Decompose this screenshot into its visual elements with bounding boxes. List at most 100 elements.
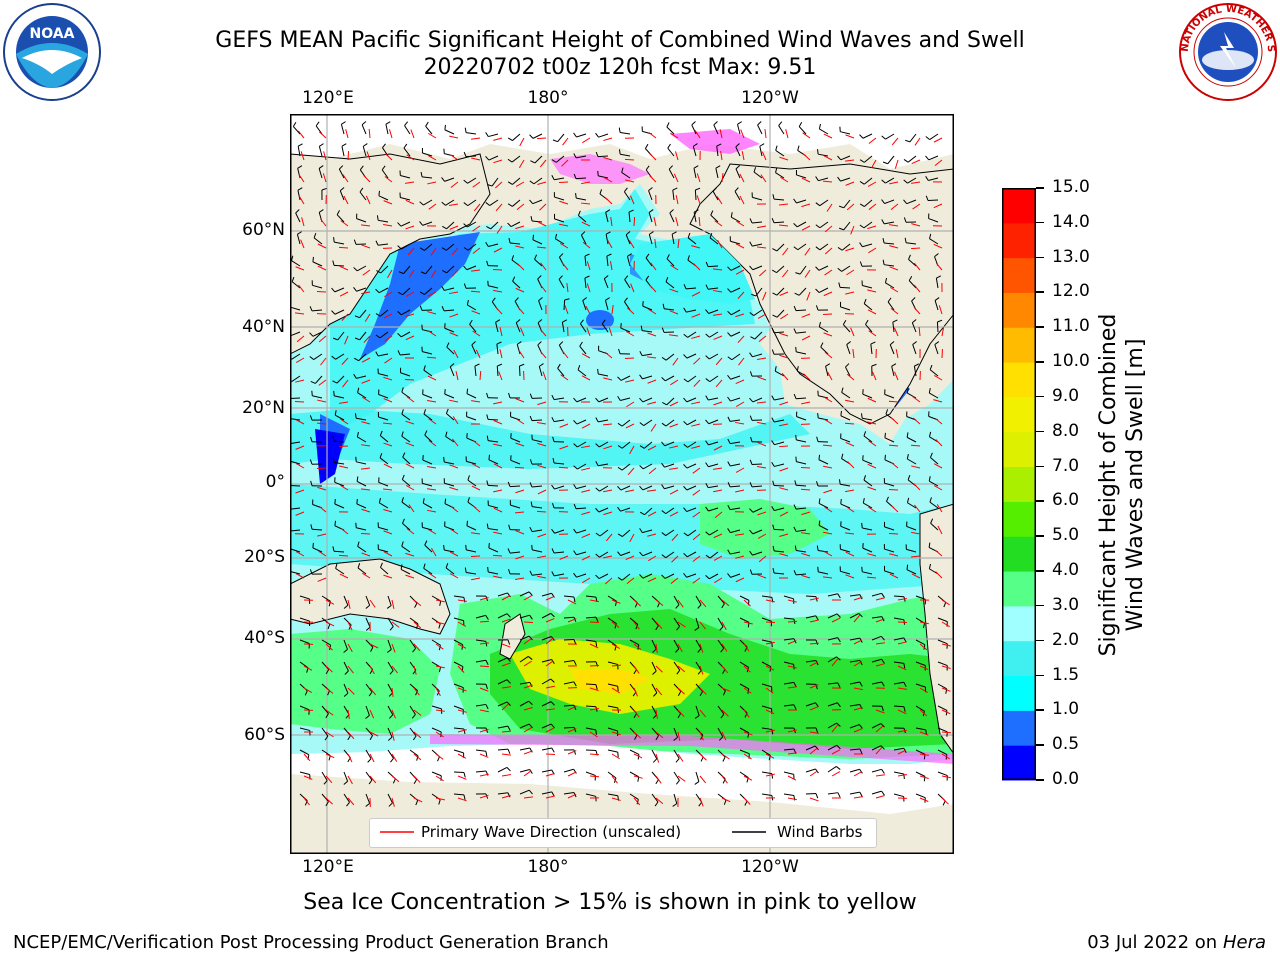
wind-barb-feather: [715, 165, 721, 169]
wind-barb-feather: [891, 363, 897, 367]
wind-barb: [563, 704, 575, 707]
wind-barb: [378, 195, 389, 201]
wind-barb-feather: [772, 314, 778, 318]
wave-direction-arrow: [581, 467, 591, 471]
wave-direction-arrow: [295, 357, 305, 364]
wind-barb: [519, 700, 530, 707]
wind-barb-feather: [551, 175, 555, 180]
wave-direction-arrow: [647, 401, 657, 405]
wind-barb-feather: [859, 748, 863, 754]
wind-barb: [321, 793, 329, 802]
wind-barb-feather: [881, 658, 885, 664]
wind-barb-feather: [817, 412, 819, 419]
wave-direction-arrow: [779, 467, 789, 472]
wind-barb-feather: [464, 127, 467, 133]
wind-barb-feather: [841, 453, 844, 459]
wave-direction-arrow: [919, 687, 929, 693]
wave-direction-arrow: [495, 203, 503, 212]
wave-direction-arrow: [611, 753, 620, 760]
wave-direction-arrow: [875, 725, 884, 733]
wind-barb: [929, 238, 939, 245]
wave-direction-arrow: [428, 132, 437, 139]
wind-barb-feather: [662, 401, 667, 406]
wave-direction-arrow: [626, 401, 635, 408]
wave-direction-arrow: [693, 357, 701, 365]
wind-barb: [554, 218, 565, 223]
wind-barb-feather: [928, 388, 931, 394]
wind-barb-feather: [881, 706, 884, 712]
wind-barb-feather: [595, 487, 600, 492]
wind-barb-feather: [718, 736, 724, 741]
wind-barb-feather: [904, 139, 911, 143]
wave-direction-arrow: [650, 262, 657, 271]
wind-barb-feather: [309, 569, 313, 575]
wave-direction-arrow: [586, 327, 591, 337]
wave-direction-arrow: [479, 665, 490, 668]
wave-direction-arrow: [342, 379, 349, 388]
wind-barb: [629, 771, 640, 778]
wind-barb-feather: [398, 271, 404, 275]
wave-direction-arrow: [809, 597, 819, 601]
wind-barb: [731, 216, 741, 223]
wave-direction-arrow: [757, 421, 767, 425]
wave-direction-arrow: [625, 379, 635, 383]
wind-barb-feather: [906, 432, 909, 438]
wave-direction-arrow: [845, 551, 855, 557]
wind-barb-feather: [796, 366, 799, 372]
wave-direction-arrow: [567, 793, 577, 799]
wind-barb-feather: [469, 319, 473, 325]
wind-barb-feather: [354, 413, 357, 419]
wind-barb-feather: [639, 350, 643, 356]
wave-direction-arrow: [457, 687, 467, 692]
wave-direction-arrow: [845, 134, 855, 139]
wind-barb: [761, 705, 772, 710]
wind-barb-feather: [559, 253, 564, 258]
wave-direction-arrow: [625, 423, 635, 429]
wave-direction-arrow: [756, 401, 767, 404]
wind-barb-feather: [506, 701, 511, 706]
wind-barb: [532, 239, 543, 245]
wind-barb-feather: [794, 292, 800, 296]
wind-barb: [849, 681, 860, 685]
wind-barb-feather: [644, 143, 649, 149]
wind-barb: [871, 745, 882, 751]
wind-barb: [607, 727, 618, 732]
wind-barb: [651, 617, 659, 627]
wind-barb-feather: [908, 276, 913, 281]
wave-direction-arrow: [918, 326, 921, 337]
wind-barb-feather: [424, 430, 428, 436]
wind-barb: [445, 567, 455, 575]
wind-barb-feather: [655, 625, 659, 631]
wind-barb-feather: [378, 497, 381, 504]
wind-barb: [709, 331, 719, 338]
wave-direction-arrow: [853, 614, 861, 623]
wave-direction-arrow: [471, 269, 481, 272]
wind-barb: [937, 705, 948, 711]
wave-direction-arrow: [605, 533, 613, 542]
wave-direction-arrow: [677, 239, 680, 249]
wave-direction-arrow: [868, 137, 877, 144]
wave-direction-arrow: [757, 376, 767, 381]
wind-barb: [651, 727, 659, 736]
wind-barb-feather: [441, 306, 445, 312]
wave-direction-arrow: [347, 775, 353, 785]
wave-direction-arrow: [894, 371, 899, 381]
wave-direction-arrow: [875, 795, 885, 799]
wind-barb: [752, 551, 763, 556]
wind-barb: [554, 177, 565, 181]
wind-barb-feather: [528, 789, 533, 795]
wind-barb: [739, 639, 748, 648]
wind-barb-feather: [683, 421, 688, 426]
wind-barb-feather: [595, 443, 600, 448]
wind-barb-feather: [859, 660, 863, 666]
wave-direction-arrow: [823, 332, 833, 337]
wind-barb-feather: [558, 341, 564, 346]
wind-barb: [935, 278, 939, 289]
wind-barb-feather: [343, 780, 348, 785]
wind-barb: [576, 419, 587, 425]
wave-direction-arrow: [831, 724, 839, 733]
wind-barb: [467, 243, 477, 251]
wind-barb-feather: [928, 542, 931, 548]
wind-barb: [585, 705, 597, 708]
wind-barb: [599, 529, 609, 537]
